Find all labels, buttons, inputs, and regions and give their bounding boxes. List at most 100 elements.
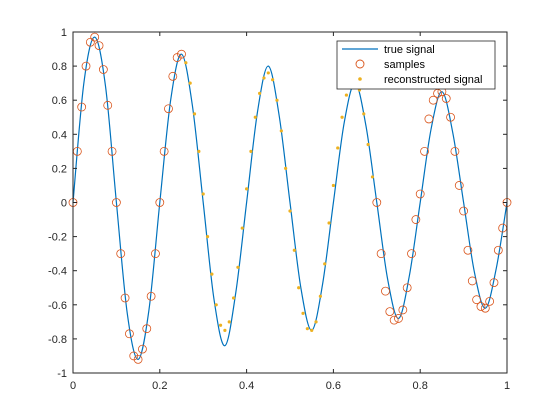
sample-point — [146, 291, 156, 301]
reconstructed-point — [336, 146, 340, 150]
sample-point — [103, 100, 113, 110]
legend-label-true-signal: true signal — [384, 44, 435, 56]
sample-point — [398, 305, 408, 315]
sample-point — [81, 61, 91, 71]
reconstructed-point — [327, 221, 331, 225]
sample-point — [476, 302, 486, 311]
sample-point — [450, 146, 460, 156]
sample-point — [85, 37, 95, 47]
reconstructed-point — [314, 320, 318, 324]
y-tick-label: -0.2 — [48, 232, 67, 244]
sample-point — [90, 32, 100, 42]
reconstructed-point — [362, 112, 366, 116]
y-tick-label: -0.6 — [48, 300, 67, 312]
sample-point — [402, 283, 412, 293]
sample-point — [98, 65, 108, 74]
reconstructed-point — [214, 303, 218, 307]
sample-point — [467, 276, 477, 286]
reconstructed-point — [240, 226, 244, 230]
legend-swatch-reconstructed — [358, 77, 362, 81]
reconstructed-point — [223, 328, 227, 332]
sample-point — [164, 104, 173, 114]
reconstructed-point — [227, 320, 231, 324]
reconstructed-point — [258, 91, 262, 95]
sample-point — [120, 293, 130, 303]
y-tick-label: -1 — [57, 368, 67, 380]
sample-point — [177, 49, 186, 59]
sample-point — [142, 324, 152, 334]
reconstructed-point — [192, 112, 197, 116]
reconstructed-point — [271, 78, 275, 82]
legend: true signal samples reconstructed signal — [336, 40, 496, 90]
reconstructed-point — [292, 248, 296, 252]
reconstructed-point — [184, 61, 188, 65]
sample-point — [133, 354, 143, 364]
reconstructed-point — [188, 81, 192, 85]
reconstructed-point — [305, 327, 309, 331]
y-tick-label: 0.8 — [52, 61, 67, 73]
sample-point — [155, 198, 165, 207]
reconstructed-point — [310, 328, 314, 332]
sample-point — [151, 249, 160, 259]
reconstructed-point — [245, 187, 249, 191]
sample-point — [394, 314, 403, 323]
reconstructed-point — [284, 166, 288, 170]
y-tick-label: 0.4 — [52, 129, 67, 141]
sample-point — [385, 307, 395, 317]
sample-point — [459, 206, 469, 216]
sample-point — [454, 181, 464, 190]
sample-point — [77, 102, 87, 112]
sample-point — [428, 95, 438, 105]
reconstructed-point — [218, 323, 223, 327]
sample-point — [372, 198, 382, 207]
sample-point — [480, 303, 490, 313]
reconstructed-point — [301, 311, 305, 315]
reconstructed-point — [279, 129, 283, 133]
reconstructed-point — [197, 149, 201, 153]
sample-point — [446, 112, 455, 122]
sample-point — [116, 249, 126, 259]
reconstructed-point — [370, 175, 375, 179]
reconstructed-point — [201, 192, 205, 196]
sample-point — [389, 315, 399, 325]
reconstructed-point — [366, 142, 370, 147]
series-line-true-signal — [72, 36, 508, 360]
reconstructed-point — [253, 115, 257, 119]
reconstructed-point — [249, 149, 253, 153]
reconstructed-point — [344, 93, 349, 97]
sample-point — [411, 215, 421, 224]
legend-swatch-samples — [355, 59, 365, 69]
reconstructed-point — [297, 286, 301, 290]
reconstructed-point — [340, 115, 344, 119]
reconstructed-point — [331, 183, 335, 188]
sample-point — [125, 329, 134, 339]
reconstructed-point — [266, 71, 270, 75]
y-tick-label: 0 — [61, 198, 67, 210]
y-tick-label: -0.8 — [48, 334, 67, 346]
sample-point — [472, 295, 482, 305]
sample-point — [381, 286, 390, 296]
sample-point — [415, 189, 425, 199]
x-tick-label: 0 — [70, 380, 76, 392]
sample-point — [94, 41, 104, 51]
x-tick-label: 0.8 — [413, 380, 428, 392]
sample-point — [420, 146, 429, 156]
y-tick-label: -0.4 — [48, 266, 67, 278]
legend-label-samples: samples — [384, 59, 425, 71]
y-tick-label: 0.2 — [52, 163, 67, 175]
sample-point — [407, 249, 416, 259]
sample-point — [485, 296, 495, 306]
sample-point — [424, 114, 434, 124]
reconstructed-point — [323, 262, 327, 266]
reconstructed-point — [318, 294, 322, 298]
sample-point — [138, 344, 147, 354]
sample-point — [493, 245, 503, 255]
y-tick-label: 0.6 — [52, 95, 67, 107]
x-tick-label: 0.6 — [326, 380, 341, 392]
x-tick-label: 0.4 — [239, 380, 254, 392]
sample-point — [112, 198, 121, 207]
reconstructed-point — [231, 296, 236, 300]
sample-point — [376, 249, 386, 259]
reconstructed-point — [262, 76, 266, 80]
